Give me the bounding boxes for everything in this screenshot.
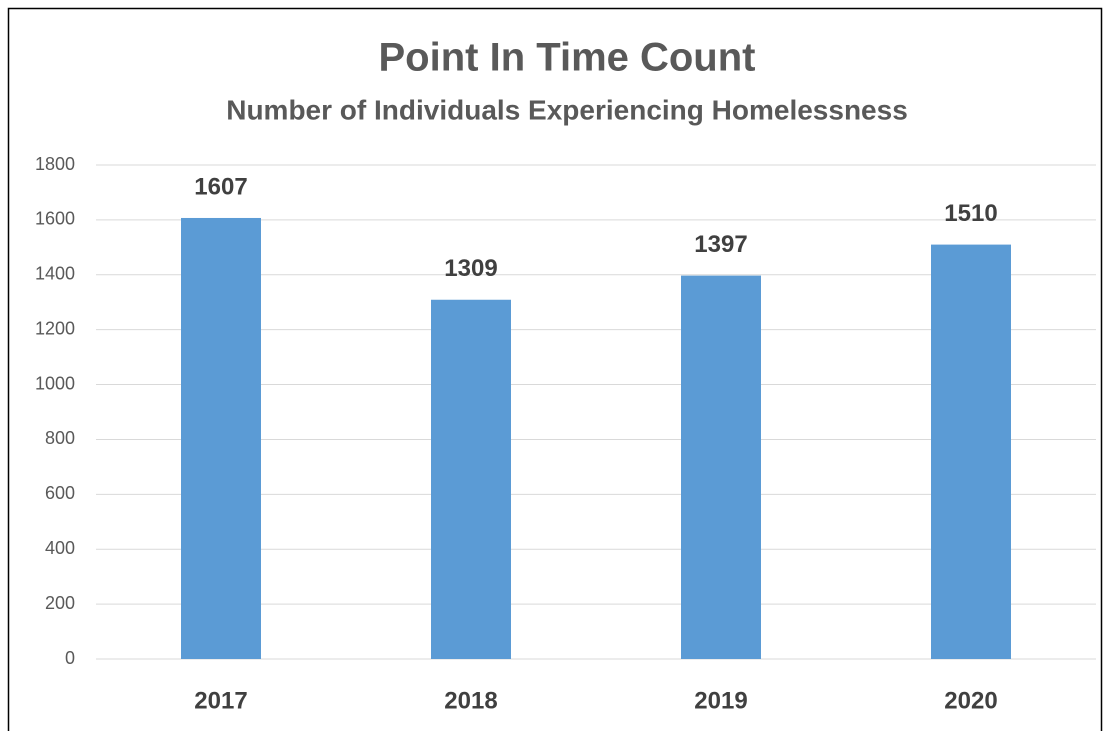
data-label: 1397 <box>694 231 747 258</box>
bar <box>181 217 261 659</box>
bar <box>681 275 761 659</box>
data-label: 1309 <box>444 255 497 282</box>
y-tick-label: 200 <box>45 593 75 613</box>
x-tick-label: 2019 <box>694 687 747 714</box>
x-tick-label: 2020 <box>944 687 997 714</box>
y-tick-label: 1400 <box>35 264 75 284</box>
data-label: 1510 <box>944 200 997 227</box>
y-tick-label: 1000 <box>35 373 75 393</box>
data-label: 1607 <box>194 173 247 200</box>
bar <box>431 299 511 659</box>
y-tick-label: 1600 <box>35 209 75 229</box>
y-tick-label: 600 <box>45 483 75 503</box>
y-tick-label: 0 <box>65 648 75 668</box>
x-tick-label: 2018 <box>444 687 497 714</box>
y-tick-label: 800 <box>45 428 75 448</box>
chart-title: Point In Time Count <box>378 36 755 80</box>
y-tick-label: 1200 <box>35 318 75 338</box>
y-tick-label: 400 <box>45 538 75 558</box>
x-tick-label: 2017 <box>194 687 247 714</box>
chart-subtitle: Number of Individuals Experiencing Homel… <box>226 94 908 125</box>
y-tick-label: 1800 <box>35 154 75 174</box>
bar <box>931 244 1011 660</box>
